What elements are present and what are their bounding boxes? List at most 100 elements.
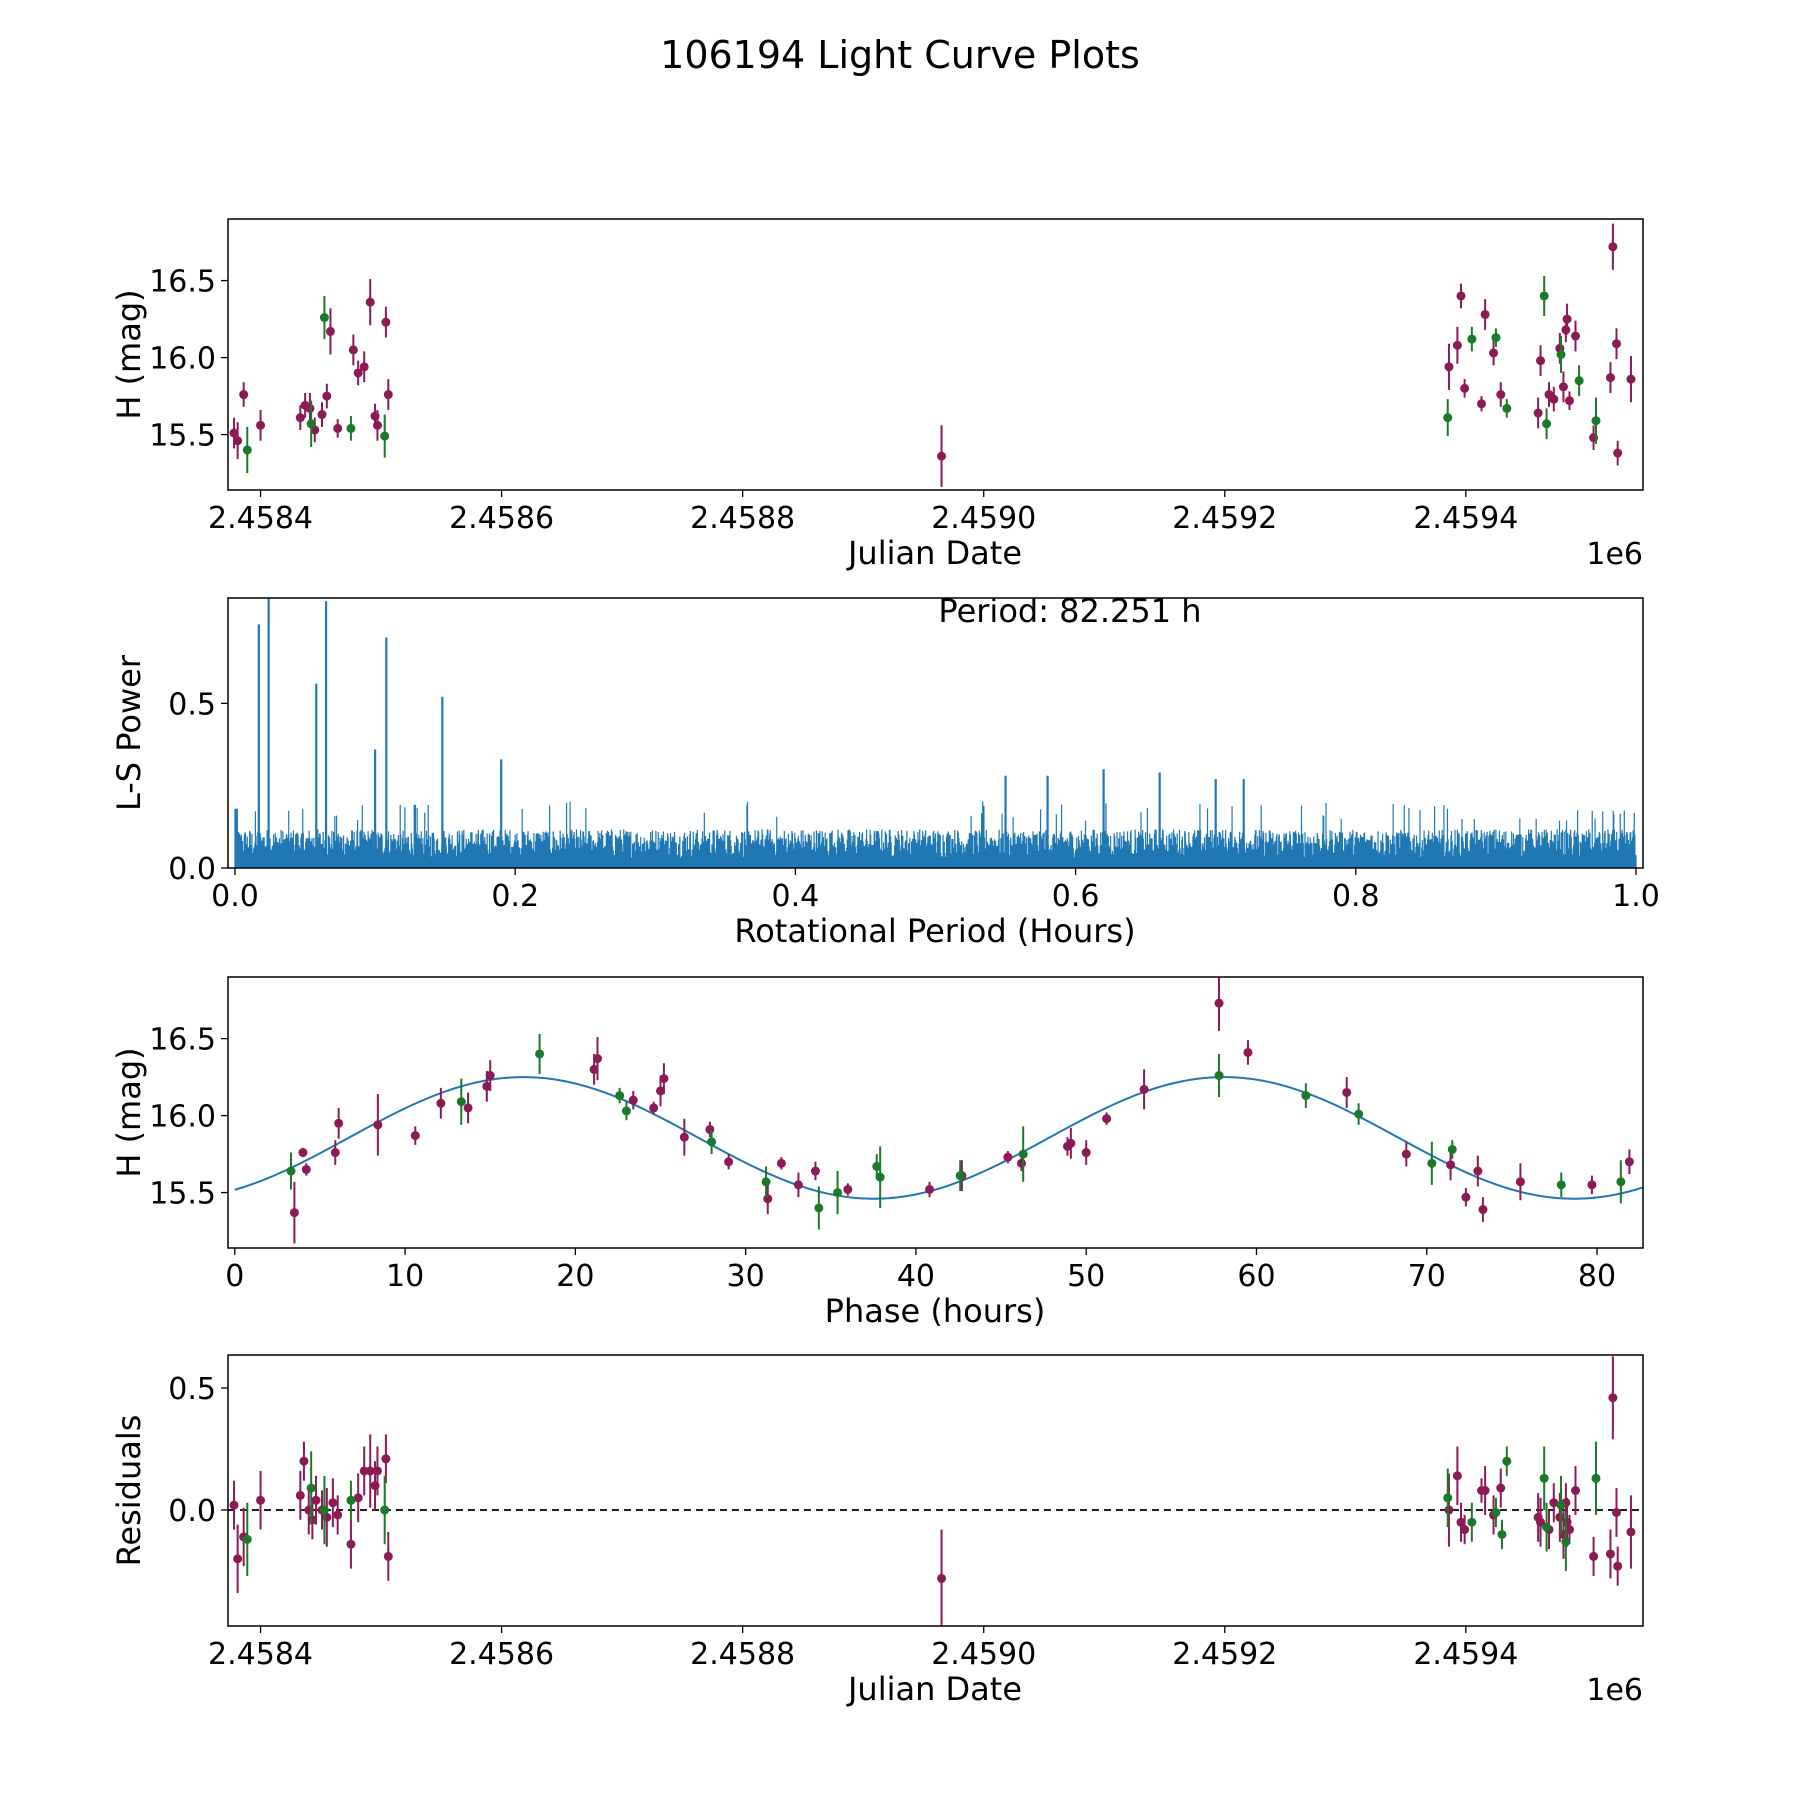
x-tick-label: 70 xyxy=(1408,1259,1446,1294)
x-tick-label: 2.4584 xyxy=(208,501,313,536)
purple-point xyxy=(1003,1152,1013,1162)
purple-point xyxy=(1571,1486,1581,1495)
purple-point xyxy=(1626,374,1636,384)
purple-point xyxy=(1066,1138,1076,1148)
purple-point xyxy=(1456,291,1466,301)
x-tick-label: 50 xyxy=(1067,1259,1105,1294)
purple-point xyxy=(1549,1498,1559,1508)
x-tick-label: 0.8 xyxy=(1332,879,1380,914)
panels: 2.4584 2.4586 2.4588 2.4590 2.4592 2.4594 15.5… xyxy=(110,218,1660,1708)
green-point xyxy=(1556,1180,1566,1190)
purple-point xyxy=(333,1510,343,1520)
purple-point xyxy=(1562,314,1572,324)
green-point xyxy=(615,1091,625,1101)
purple-point xyxy=(593,1054,603,1064)
purple-point xyxy=(937,1573,947,1583)
phased-plot-area xyxy=(234,977,1643,1244)
x-tick-label: 2.4588 xyxy=(690,501,795,536)
purple-point xyxy=(348,345,358,355)
y-axis-label: H (mag) xyxy=(110,289,148,419)
x-tick-label: 10 xyxy=(386,1259,424,1294)
periodogram-frame xyxy=(227,597,1644,869)
purple-point xyxy=(649,1103,659,1113)
green-point xyxy=(1561,1537,1571,1547)
residuals-plot-area xyxy=(228,1356,1643,1626)
purple-point xyxy=(1456,1517,1466,1527)
purple-point xyxy=(776,1158,786,1168)
x-axis-label: Rotational Period (Hours) xyxy=(734,912,1135,950)
purple-point xyxy=(383,1551,393,1561)
green-point xyxy=(833,1188,843,1198)
periodogram-panel: Period: 82.251 h0.0 0.2 0.4 0.6 0.8 1.00.00.5… xyxy=(110,592,1660,950)
purple-point xyxy=(346,1539,356,1549)
purple-point xyxy=(1555,1512,1565,1522)
residuals-frame xyxy=(227,1354,1644,1627)
purple-point xyxy=(301,1164,311,1174)
purple-point xyxy=(322,391,332,401)
green-point xyxy=(872,1161,882,1171)
purple-point xyxy=(325,326,335,336)
purple-point xyxy=(1558,382,1568,392)
x-tick-label: 0 xyxy=(225,1259,244,1294)
y-axis-label: L-S Power xyxy=(110,654,148,811)
purple-point xyxy=(1081,1148,1091,1158)
purple-point xyxy=(1016,1158,1026,1168)
y-tick-label: 0.0 xyxy=(168,1494,216,1529)
y-tick-label: 0.0 xyxy=(168,852,216,887)
purple-point xyxy=(1473,1166,1483,1176)
green-point xyxy=(814,1203,824,1213)
y-axis-label: Residuals xyxy=(110,1415,148,1567)
purple-point xyxy=(328,1498,338,1508)
x-tick-label: 20 xyxy=(556,1259,594,1294)
green-point xyxy=(707,1137,717,1147)
y-tick-label: 16.5 xyxy=(149,1023,216,1058)
y-tick-label: 0.5 xyxy=(168,687,216,722)
purple-point xyxy=(1611,339,1621,349)
purple-point xyxy=(1608,1393,1618,1403)
purple-point xyxy=(289,1208,299,1218)
purple-point xyxy=(410,1131,420,1141)
lightcurve-frame xyxy=(227,218,1644,491)
purple-point xyxy=(589,1064,599,1074)
x-offset-label: 1e6 xyxy=(1586,537,1643,572)
purple-point xyxy=(1446,1160,1456,1170)
y-tick-label: 16.5 xyxy=(149,265,216,300)
green-point xyxy=(1214,1071,1224,1081)
purple-point xyxy=(1589,1551,1599,1561)
green-point xyxy=(286,1166,296,1176)
green-point xyxy=(306,419,316,429)
purple-point xyxy=(1102,1114,1112,1124)
lightcurve-panel: 2.4584 2.4586 2.4588 2.4590 2.4592 2.4594 15.5… xyxy=(110,218,1644,572)
x-tick-label: 2.4586 xyxy=(449,1637,554,1672)
purple-point xyxy=(299,1456,309,1466)
purple-point xyxy=(1515,1177,1525,1187)
green-point xyxy=(242,1534,252,1544)
x-tick-label: 80 xyxy=(1578,1259,1616,1294)
x-tick-label: 0.6 xyxy=(1052,879,1100,914)
purple-point xyxy=(381,317,391,327)
purple-point xyxy=(1401,1149,1411,1159)
purple-point xyxy=(1478,1205,1488,1215)
green-point xyxy=(242,445,252,455)
green-point xyxy=(1539,291,1549,301)
purple-point xyxy=(1626,1527,1636,1537)
purple-point xyxy=(353,1493,363,1503)
purple-point xyxy=(1571,331,1581,341)
purple-point xyxy=(1342,1087,1352,1097)
y-tick-label: 15.5 xyxy=(149,419,216,454)
y-axis-label: H (mag) xyxy=(110,1047,148,1177)
green-point xyxy=(1491,1507,1501,1517)
green-point xyxy=(1591,1473,1601,1483)
green-point xyxy=(1556,1500,1566,1510)
purple-point xyxy=(463,1103,473,1113)
green-point xyxy=(1591,416,1601,426)
purple-point xyxy=(659,1074,669,1084)
x-tick-label: 2.4592 xyxy=(1172,501,1277,536)
purple-point xyxy=(1613,1561,1623,1571)
purple-point xyxy=(937,451,947,461)
green-point xyxy=(1542,1522,1552,1532)
x-tick-label: 0.4 xyxy=(772,879,820,914)
purple-point xyxy=(1139,1084,1149,1094)
purple-point xyxy=(359,362,369,372)
x-tick-label: 2.4590 xyxy=(931,1637,1036,1672)
